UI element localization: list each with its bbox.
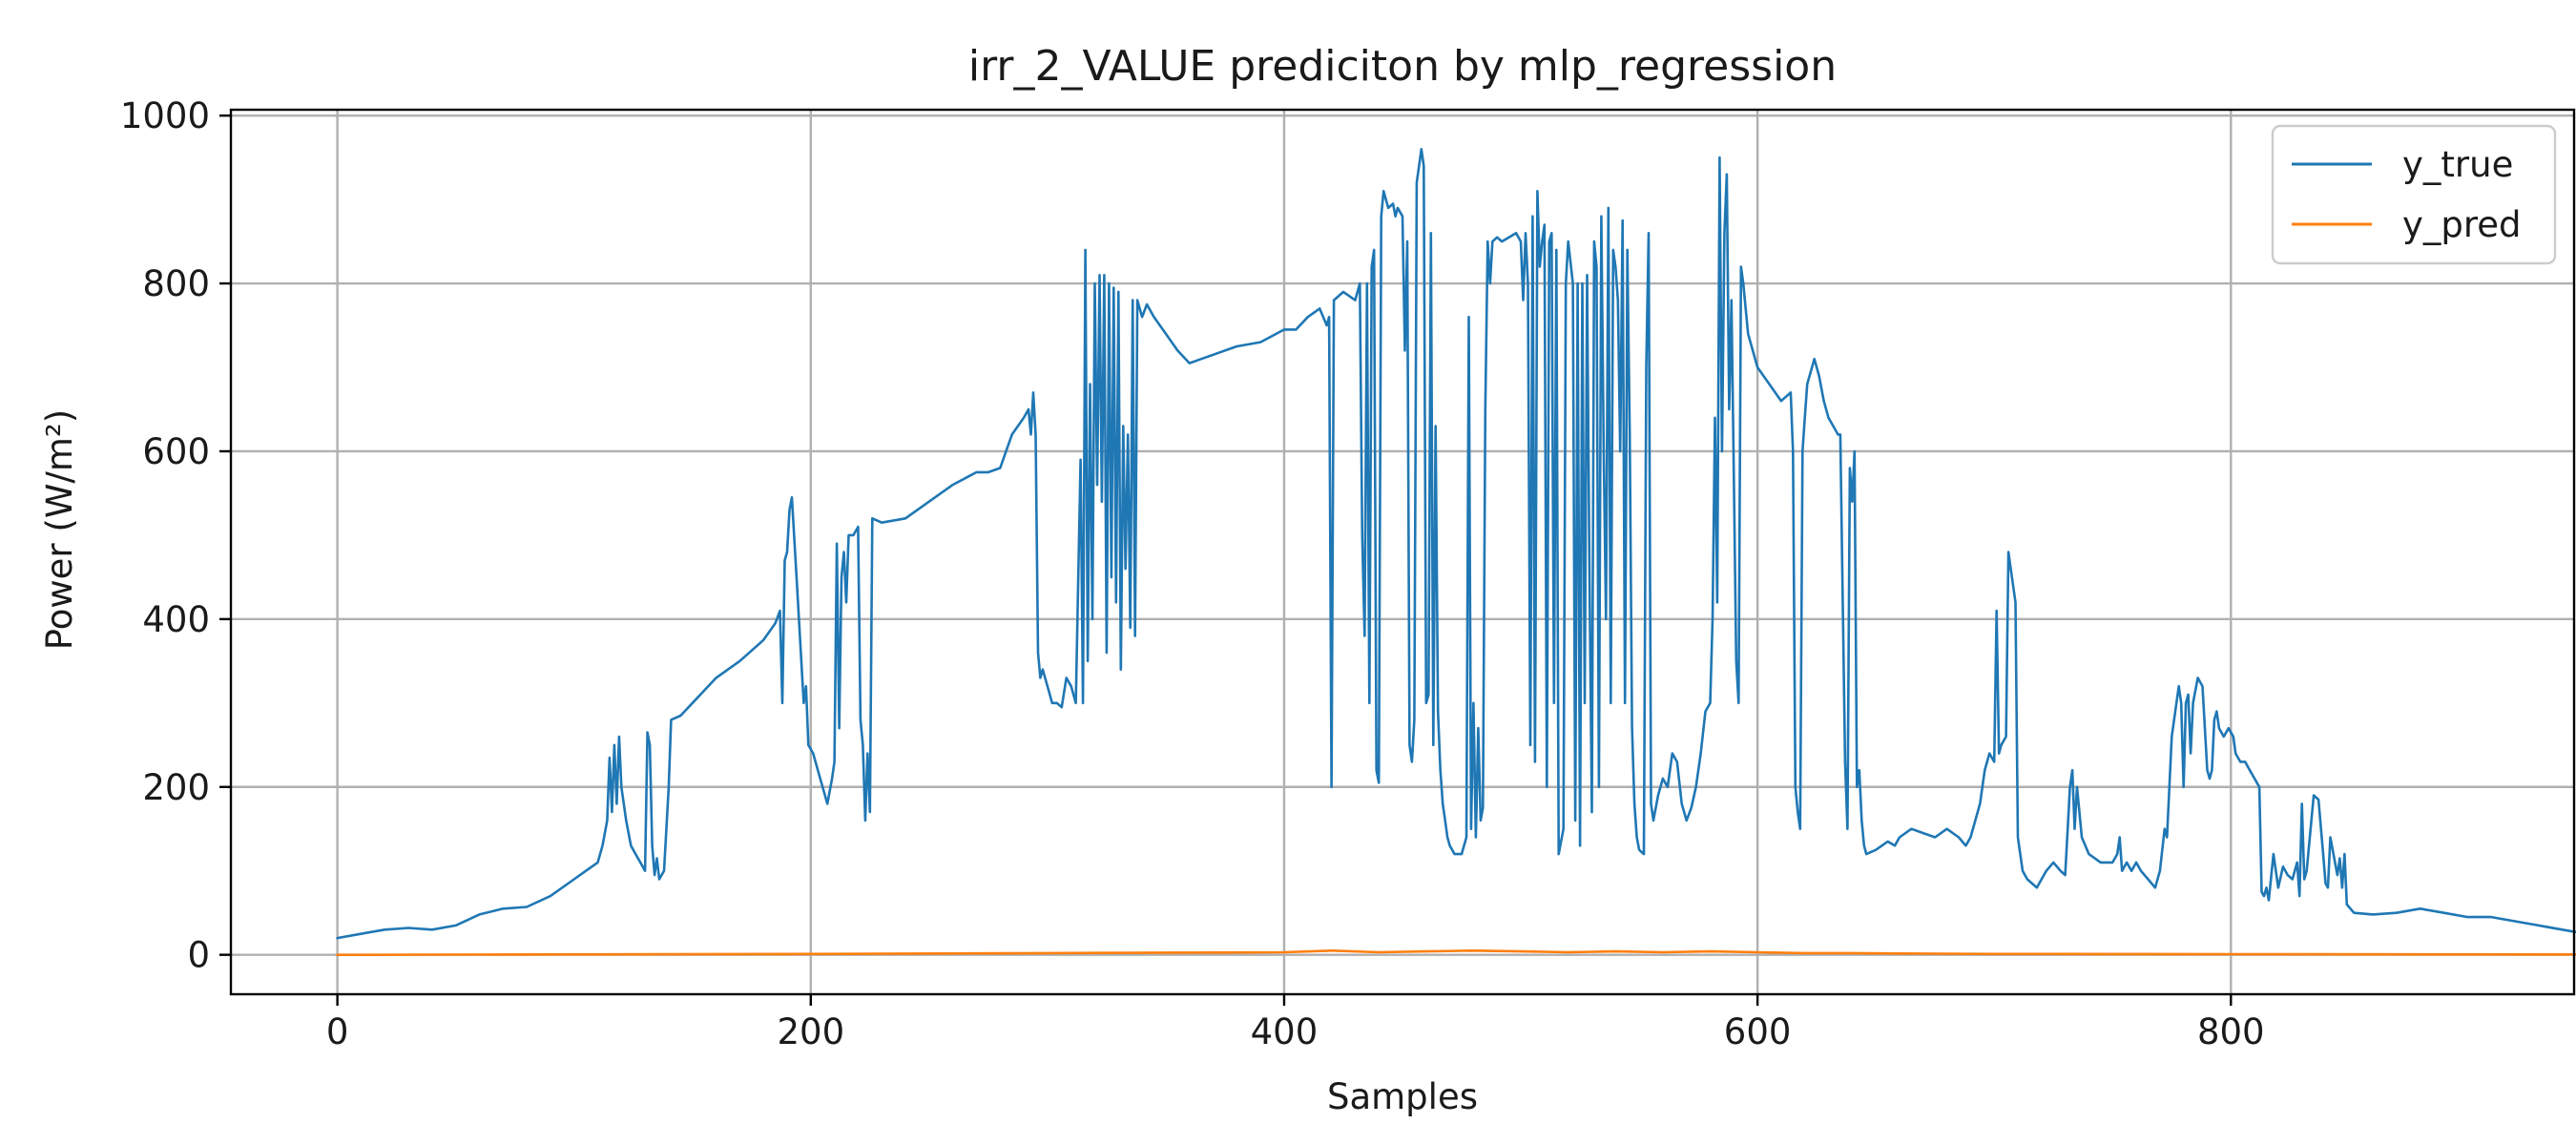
y-tick-label: 800 — [142, 263, 210, 304]
y-tick-label: 400 — [142, 599, 210, 640]
legend-label-y-true: y_true — [2402, 144, 2513, 185]
x-tick-label: 400 — [1251, 1011, 1319, 1052]
chart-title: irr_2_VALUE prediciton by mlp_regression — [968, 42, 1837, 91]
series-layer — [336, 148, 2576, 956]
legend-label-y-pred: y_pred — [2402, 204, 2522, 245]
legend: y_true y_pred — [2271, 124, 2557, 265]
legend-box — [2271, 124, 2557, 265]
y-tick-label: 1000 — [120, 95, 210, 136]
ticks: 0 200 400 600 800 0 200 400 600 800 1000 — [120, 95, 2265, 1052]
y-tick-label: 0 — [187, 935, 210, 976]
series-line-y-pred — [336, 949, 2576, 956]
plot-frame — [229, 108, 2576, 996]
y-tick-label: 200 — [142, 767, 210, 808]
series-line-y-true — [336, 148, 2576, 940]
y-axis-label: Power (W/m²) — [39, 409, 80, 650]
x-tick-label: 600 — [1724, 1011, 1792, 1052]
x-tick-label: 0 — [326, 1011, 349, 1052]
x-tick-label: 800 — [2197, 1011, 2265, 1052]
x-axis-label: Samples — [1327, 1076, 1478, 1117]
y-tick-label: 600 — [142, 431, 210, 472]
x-tick-label: 200 — [777, 1011, 844, 1052]
